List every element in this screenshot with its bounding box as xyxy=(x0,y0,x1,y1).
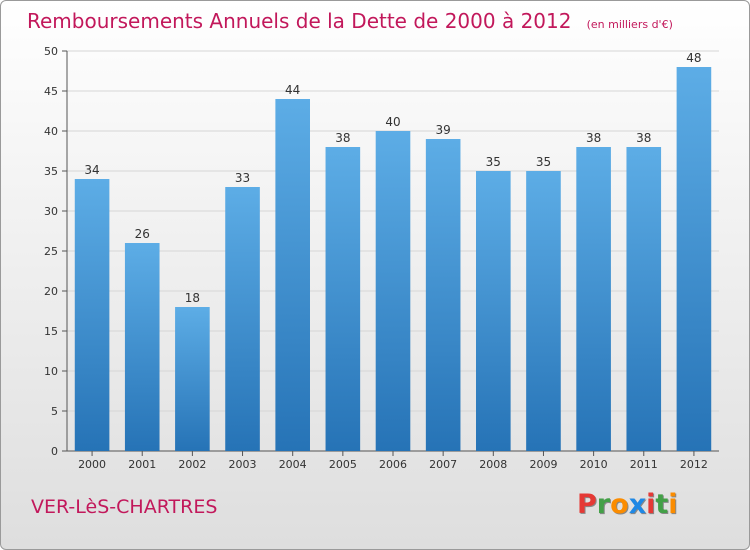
y-tick-label: 30 xyxy=(44,205,58,218)
bar[interactable] xyxy=(225,187,260,451)
bar[interactable] xyxy=(175,307,210,451)
bar[interactable] xyxy=(325,147,361,451)
logo-letter: i xyxy=(646,489,656,520)
data-label: 35 xyxy=(486,155,501,169)
bar[interactable] xyxy=(526,171,561,451)
x-tick-label: 2006 xyxy=(379,458,407,471)
y-tick-label: 20 xyxy=(44,285,58,298)
x-tick-label: 2010 xyxy=(580,458,608,471)
y-tick-label: 0 xyxy=(51,445,58,458)
x-tick-label: 2011 xyxy=(630,458,658,471)
x-tick-label: 2003 xyxy=(229,458,257,471)
x-tick-label: 2000 xyxy=(78,458,106,471)
data-label: 34 xyxy=(84,163,99,177)
bar[interactable] xyxy=(576,147,611,451)
data-label: 18 xyxy=(185,291,200,305)
data-label: 38 xyxy=(586,131,601,145)
title-row: Remboursements Annuels de la Dette de 20… xyxy=(27,9,673,33)
y-tick-label: 15 xyxy=(44,325,58,338)
x-tick-label: 2002 xyxy=(178,458,206,471)
data-label: 33 xyxy=(235,171,250,185)
data-label: 48 xyxy=(686,51,701,65)
bar[interactable] xyxy=(275,99,310,451)
y-tick-label: 45 xyxy=(44,85,58,98)
bar[interactable] xyxy=(626,147,662,451)
bar[interactable] xyxy=(124,243,160,451)
logo-letter: P xyxy=(577,489,597,520)
bar[interactable] xyxy=(375,131,411,451)
x-tick-label: 2004 xyxy=(279,458,307,471)
logo-letter: x xyxy=(628,489,647,520)
place-name: VER-LèS-CHARTRES xyxy=(31,496,218,518)
data-label: 38 xyxy=(636,131,651,145)
y-tick-label: 5 xyxy=(51,405,58,418)
y-tick-label: 10 xyxy=(44,365,58,378)
bar-chart: 0 5 10 15 20 25 30 35 40 45 50 34 2000 26 2001 18 2002 33… xyxy=(44,45,719,471)
bars xyxy=(74,67,712,451)
bar[interactable] xyxy=(425,139,461,451)
data-label: 39 xyxy=(436,123,451,137)
x-tick-label: 2005 xyxy=(329,458,357,471)
x-tick-label: 2012 xyxy=(680,458,708,471)
proxiti-logo[interactable]: Proxiti xyxy=(577,489,678,520)
bar[interactable] xyxy=(476,171,511,451)
data-label: 26 xyxy=(135,227,150,241)
logo-letter: r xyxy=(596,489,611,520)
y-tick-label: 35 xyxy=(44,165,58,178)
data-label: 44 xyxy=(285,83,300,97)
bar[interactable] xyxy=(676,67,712,451)
y-tick-label: 25 xyxy=(44,245,58,258)
y-tick-label: 40 xyxy=(44,125,58,138)
x-tick-label: 2007 xyxy=(429,458,457,471)
x-tick-label: 2008 xyxy=(479,458,507,471)
chart-title: Remboursements Annuels de la Dette de 20… xyxy=(27,9,572,33)
x-tick-label: 2009 xyxy=(529,458,557,471)
logo-letter: t xyxy=(655,489,669,520)
labels: 0 5 10 15 20 25 30 35 40 45 50 34 2000 26 2001 18 2002 33… xyxy=(44,45,708,471)
data-label: 35 xyxy=(536,155,551,169)
x-tick-label: 2001 xyxy=(128,458,156,471)
bar[interactable] xyxy=(74,179,110,451)
logo-letter: i xyxy=(668,489,678,520)
y-tick-label: 50 xyxy=(44,45,58,58)
chart-subtitle: (en milliers d'€) xyxy=(586,18,673,31)
logo-letter: o xyxy=(610,489,629,520)
data-label: 40 xyxy=(385,115,400,129)
data-label: 38 xyxy=(335,131,350,145)
